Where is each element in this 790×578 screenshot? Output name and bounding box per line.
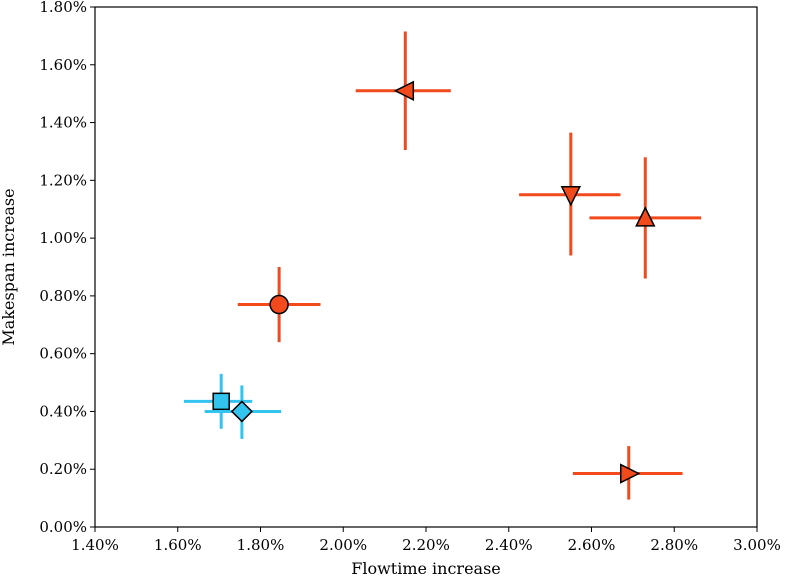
y-tick-label: 0.20% <box>39 460 87 478</box>
triangle-left-marker <box>393 80 415 101</box>
x-tick-label: 1.60% <box>154 536 202 554</box>
x-tick-label: 1.80% <box>237 536 285 554</box>
y-tick-label: 1.40% <box>39 114 87 132</box>
data-point-triangle-left <box>355 31 451 150</box>
y-tick-label: 1.00% <box>39 229 87 247</box>
x-axis-label: Flowtime increase <box>351 559 501 578</box>
y-tick-label: 0.60% <box>39 345 87 363</box>
data-points <box>183 31 702 500</box>
x-tick-label: 2.20% <box>402 536 450 554</box>
data-point-diamond <box>204 385 282 439</box>
plot-frame <box>94 6 758 528</box>
triangle-right-marker <box>619 463 641 484</box>
y-tick-label: 0.40% <box>39 402 87 420</box>
x-tick-label: 2.80% <box>650 536 698 554</box>
x-tick-label: 3.00% <box>733 536 781 554</box>
x-tick-label: 1.40% <box>71 536 119 554</box>
data-point-triangle-down <box>519 132 621 256</box>
y-axis-label: Makespan increase <box>0 188 18 345</box>
triangle-up-marker <box>635 206 656 227</box>
plot-background <box>95 7 757 527</box>
x-tick-label: 2.60% <box>568 536 616 554</box>
y-tick-label: 0.00% <box>39 518 87 536</box>
data-point-circle <box>237 267 321 343</box>
y-tick-label: 1.20% <box>39 171 87 189</box>
x-tick-label: 2.40% <box>485 536 533 554</box>
y-axis-ticks: 0.00% 0.20% 0.40% 0.60% 0.80% 1.00% 1.20% 1.40%… <box>39 0 95 536</box>
circle-marker <box>269 294 289 315</box>
y-tick-label: 0.80% <box>39 287 87 305</box>
y-tick-label: 1.60% <box>39 56 87 74</box>
square-marker <box>212 392 230 411</box>
data-point-triangle-right <box>572 446 683 500</box>
data-point-triangle-up <box>589 157 702 279</box>
diamond-marker <box>230 400 253 423</box>
x-axis-ticks: 1.40% 1.60% 1.80% 2.00% 2.20% 2.40% 2.60% 2.80%… <box>71 527 781 554</box>
y-tick-label: 1.80% <box>39 0 87 16</box>
triangle-down-marker <box>560 186 582 207</box>
x-tick-label: 2.00% <box>319 536 367 554</box>
